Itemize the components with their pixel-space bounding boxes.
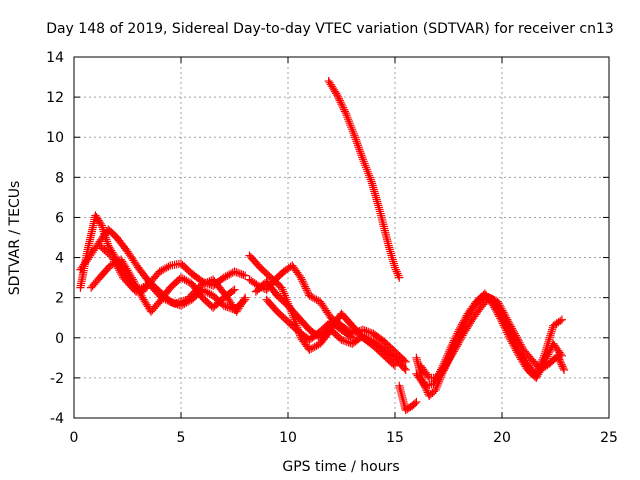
data-point [230,285,239,294]
y-tick-label: 2 [55,291,64,307]
series-track-h [262,295,357,344]
series-track-a [76,211,250,296]
y-tick-label: 0 [55,331,64,347]
series-track-m [416,293,569,382]
data-point [102,247,111,256]
data-point [401,365,410,374]
plot-frame [73,56,610,419]
data-point [428,388,437,398]
data-point [557,315,567,324]
y-tick-label: 6 [55,210,64,226]
y-tick-label: -4 [50,411,64,427]
data-point [390,361,400,370]
data-point [400,356,409,365]
y-tick-label: 12 [46,90,64,106]
data-point [228,286,238,295]
y-axis-label: SDTVAR / TECUs [7,181,23,296]
axis-ticks [73,56,610,419]
data-point [98,244,107,253]
data-point [103,248,112,258]
data-point [241,271,250,280]
data-point [559,365,569,374]
y-tick-label: 8 [55,170,64,186]
y-tick-label: -2 [50,371,64,387]
data-point [95,241,104,250]
x-axis-label: GPS time / hours [282,459,399,475]
y-tick-label: 14 [46,50,64,66]
x-tick-label: 25 [600,430,618,446]
x-tick-label: 0 [70,430,79,446]
data-point [100,245,109,255]
x-tick-label: 5 [177,430,186,446]
data-point [410,399,420,408]
data-point [348,333,357,342]
data-point [96,219,105,228]
x-tick-label: 10 [279,430,297,446]
data-point [241,293,250,302]
y-tick-label: 4 [55,251,64,267]
data-point [412,397,421,407]
data-point [488,295,497,304]
data-point [423,372,433,381]
data-point [486,294,495,303]
data-point [105,250,114,259]
x-tick-label: 15 [386,430,404,446]
data-marks [76,76,569,415]
data-point [346,332,355,341]
data-point [425,391,434,401]
series-track-c [87,255,239,316]
data-point [556,316,565,326]
data-point [490,295,499,305]
y-tick-label: 10 [46,130,64,146]
tick-labels: 0 5 10 15 20 25 -4 -2 0 2 4 6 8 10 12 14 [46,50,618,446]
series-track-d [95,241,250,316]
data-point [400,364,409,373]
series-track-j [395,381,421,415]
data-point [401,357,410,366]
data-point [426,390,435,399]
data-point [395,273,404,282]
series-track-g [251,277,400,370]
data-point [97,242,106,252]
series-track-i [324,76,404,282]
data-point [485,293,494,302]
x-tick-label: 20 [493,430,511,446]
data-point [389,360,398,369]
data-point [419,380,428,389]
chart-title: Day 148 of 2019, Sidereal Day-to-day VTE… [46,21,614,37]
